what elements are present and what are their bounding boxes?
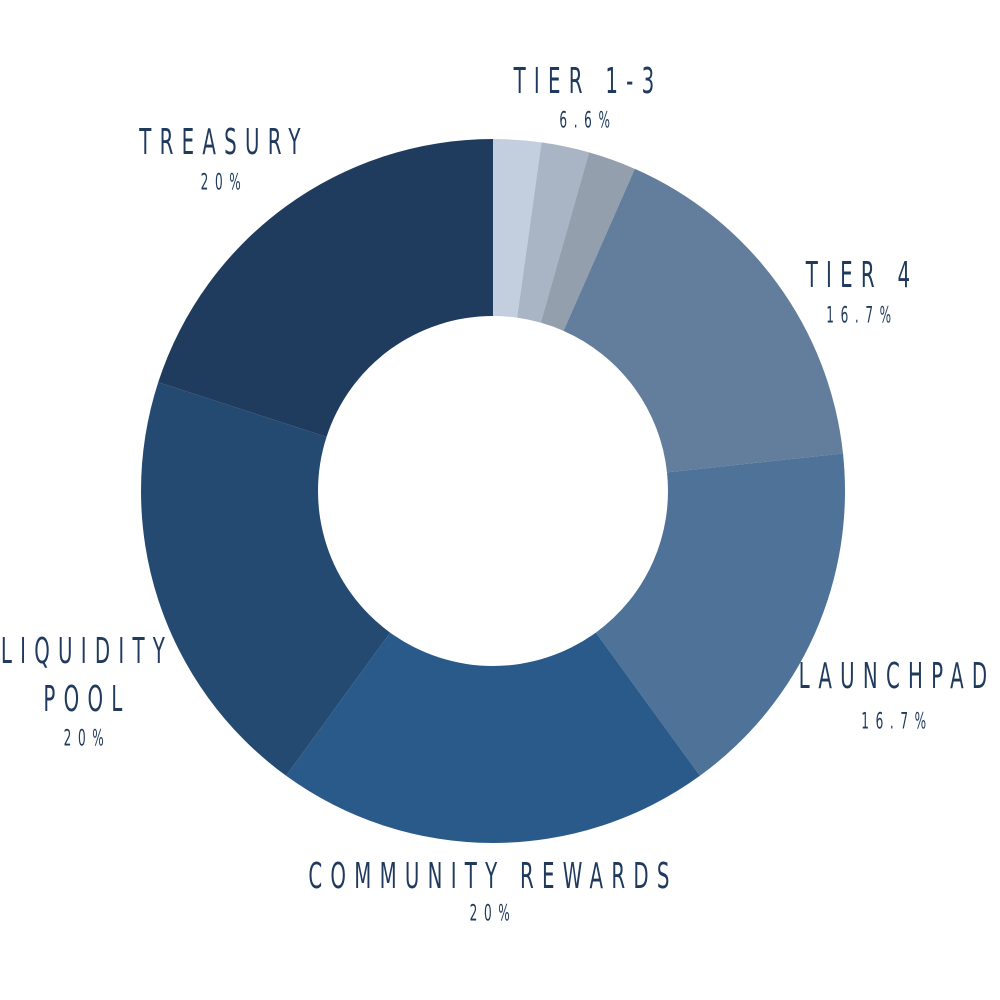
- segment-label: LIQUIDITY POOL: [0, 631, 174, 720]
- donut-slice: [540, 152, 635, 331]
- segment-value-label: 20%: [63, 726, 111, 752]
- segment-label: TREASURY: [139, 122, 309, 163]
- segment-label: COMMUNITY REWARDS: [308, 856, 678, 897]
- segment-label: TIER 4: [805, 255, 919, 296]
- donut-slice: [563, 168, 843, 473]
- donut-slice: [595, 453, 845, 776]
- donut-slice: [517, 142, 590, 323]
- donut-slice: [493, 139, 542, 318]
- segment-value-label: 20%: [200, 170, 248, 196]
- donut-slice: [158, 139, 494, 437]
- segment-label: TIER 1-3: [513, 61, 663, 102]
- donut-slice: [286, 632, 700, 844]
- segment-label: LAUNCHPAD: [798, 656, 996, 697]
- segment-value-label: 20%: [469, 901, 517, 927]
- segment-value-label: 16.7%: [861, 709, 933, 735]
- segment-value-label: 16.7%: [826, 303, 898, 329]
- segment-value-label: 6.6%: [559, 108, 617, 134]
- donut-slice: [140, 382, 391, 776]
